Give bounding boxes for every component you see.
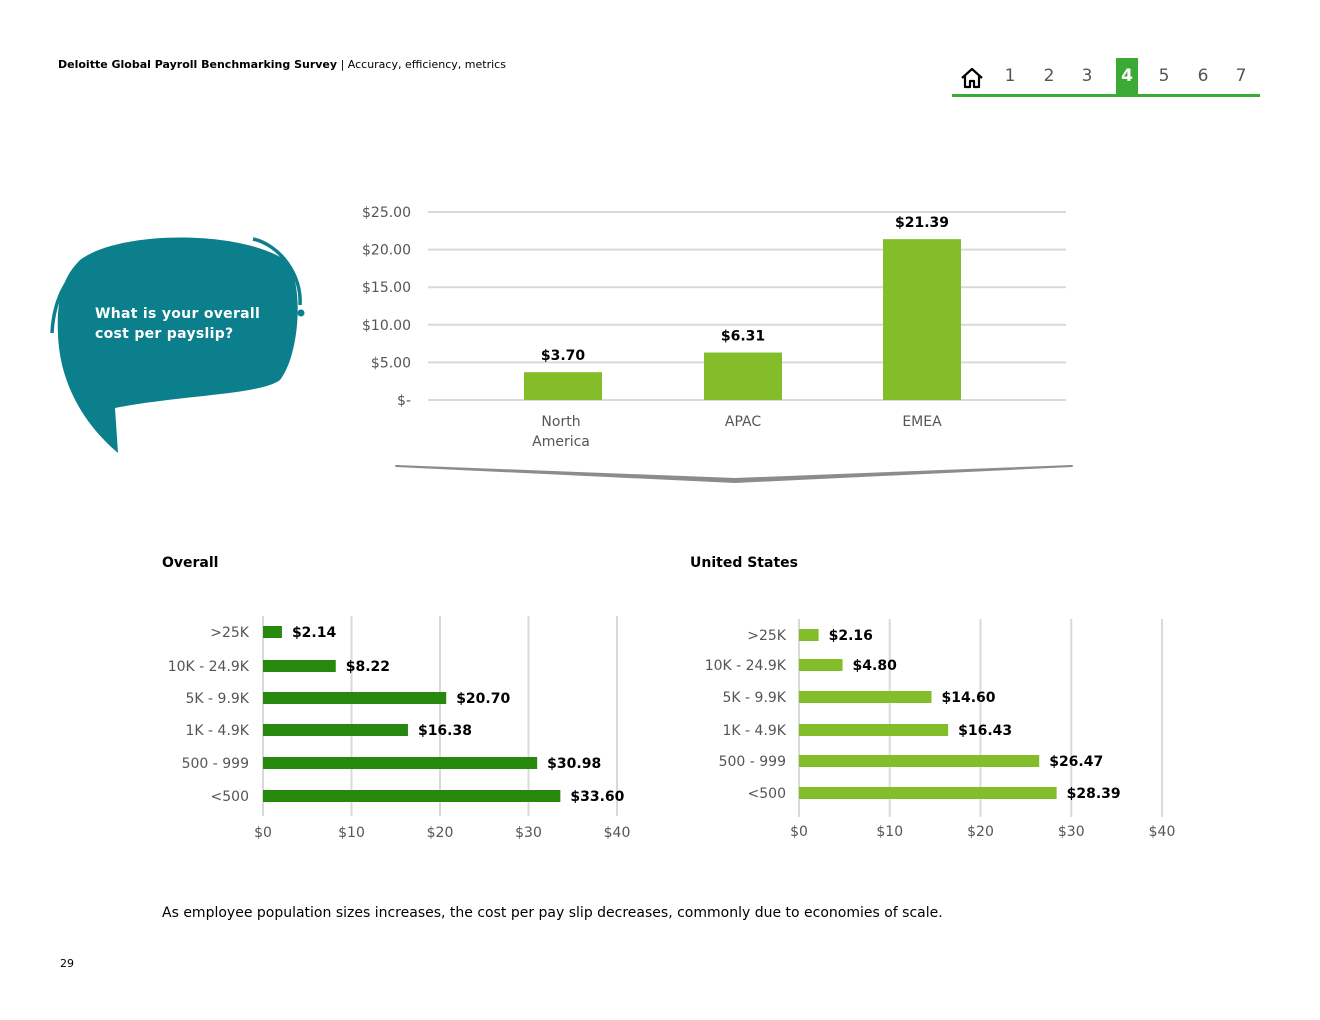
nav-page-4[interactable]: 4: [1116, 58, 1138, 94]
nav-page-3[interactable]: 3: [1081, 66, 1093, 86]
bar-value-label: $20.70: [456, 691, 510, 707]
x-tick-label: $40: [604, 825, 631, 841]
y-tick-label: 5K - 9.9K: [723, 690, 787, 706]
x-tick-label: $10: [338, 825, 365, 841]
bar-value-label: $33.60: [570, 789, 624, 805]
x-tick-label: $10: [876, 824, 903, 840]
brace-divider: [395, 465, 1073, 483]
nav-page-6[interactable]: 6: [1197, 66, 1209, 86]
bar: [704, 352, 782, 400]
x-tick-label: $0: [254, 825, 272, 841]
y-tick-label: 500 - 999: [719, 754, 786, 770]
bar: [263, 724, 408, 736]
bar: [799, 787, 1057, 799]
y-tick-label: $10.00: [362, 318, 411, 334]
bar-value-label: $16.38: [418, 723, 472, 739]
bubble-question-line-1: What is your overall: [95, 306, 261, 322]
nav-page-2[interactable]: 2: [1043, 66, 1055, 86]
y-tick-label: $15.00: [362, 280, 411, 296]
x-tick-label: $20: [967, 824, 994, 840]
bar: [799, 691, 932, 703]
y-tick-label: 5K - 9.9K: [186, 691, 250, 707]
us-chart-title: United States: [690, 555, 798, 571]
bar: [799, 629, 819, 641]
bar-value-label: $30.98: [547, 756, 601, 772]
bar: [799, 724, 949, 736]
bubble-question: What is your overall cost per payslip?: [95, 304, 285, 344]
page-number: 29: [60, 957, 74, 970]
y-tick-label: $-: [397, 393, 411, 409]
y-tick-label: $20.00: [362, 243, 411, 259]
report-subtitle: | Accuracy, efficiency, metrics: [340, 58, 506, 71]
speech-bubble-icon: [50, 237, 305, 453]
y-tick-label: 1K - 4.9K: [186, 723, 250, 739]
bar-value-label: $16.43: [958, 723, 1012, 739]
bar: [524, 372, 602, 400]
y-tick-label: <500: [748, 786, 786, 802]
y-tick-label: 10K - 24.9K: [705, 658, 787, 674]
bar: [263, 626, 282, 638]
nav-page-5[interactable]: 5: [1158, 66, 1170, 86]
y-tick-label: 500 - 999: [182, 756, 249, 772]
x-tick-label: EMEA: [902, 414, 942, 430]
bar: [263, 757, 538, 769]
y-tick-label: <500: [211, 789, 249, 805]
home-icon[interactable]: [960, 66, 984, 90]
report-title: Deloitte Global Payroll Benchmarking Sur…: [58, 58, 338, 71]
x-tick-label: $0: [790, 824, 808, 840]
bar-value-label: $8.22: [346, 659, 390, 675]
bar-value-label: $2.16: [829, 628, 873, 644]
bar: [799, 755, 1040, 767]
bar-value-label: $14.60: [941, 690, 995, 706]
nav-page-1[interactable]: 1: [1004, 66, 1016, 86]
x-tick-label: North: [541, 414, 580, 430]
bar: [263, 790, 561, 802]
bar-value-label: $4.80: [853, 658, 898, 674]
bubble-question-line-2: cost per payslip?: [95, 326, 234, 342]
bar-value-label: $28.39: [1067, 786, 1121, 802]
bar-value-label: $2.14: [292, 625, 337, 641]
x-tick-label: America: [532, 434, 590, 450]
bar: [263, 692, 447, 704]
x-tick-label: APAC: [725, 414, 761, 430]
x-tick-label: $20: [427, 825, 454, 841]
page-navigation: 1 2 3 4 5 6 7: [952, 58, 1260, 98]
y-tick-label: 10K - 24.9K: [168, 659, 250, 675]
bar-value-label: $3.70: [541, 348, 586, 364]
bar: [799, 659, 843, 671]
y-tick-label: $5.00: [371, 355, 411, 371]
bar: [263, 660, 336, 672]
bar-value-label: $6.31: [721, 329, 765, 345]
page-header: Deloitte Global Payroll Benchmarking Sur…: [58, 58, 506, 71]
x-tick-label: $30: [515, 825, 542, 841]
x-tick-label: $40: [1149, 824, 1176, 840]
nav-page-7[interactable]: 7: [1235, 66, 1247, 86]
y-tick-label: 1K - 4.9K: [723, 723, 787, 739]
bar-value-label: $26.47: [1049, 754, 1103, 770]
y-tick-label: >25K: [747, 628, 787, 644]
bar-value-label: $21.39: [895, 215, 949, 231]
bar: [883, 239, 961, 400]
overall-chart-title: Overall: [162, 555, 219, 571]
nav-underline: [952, 94, 1260, 97]
y-tick-label: >25K: [210, 625, 250, 641]
footer-note: As employee population sizes increases, …: [162, 905, 943, 921]
x-tick-label: $30: [1058, 824, 1085, 840]
y-tick-label: $25.00: [362, 205, 411, 221]
